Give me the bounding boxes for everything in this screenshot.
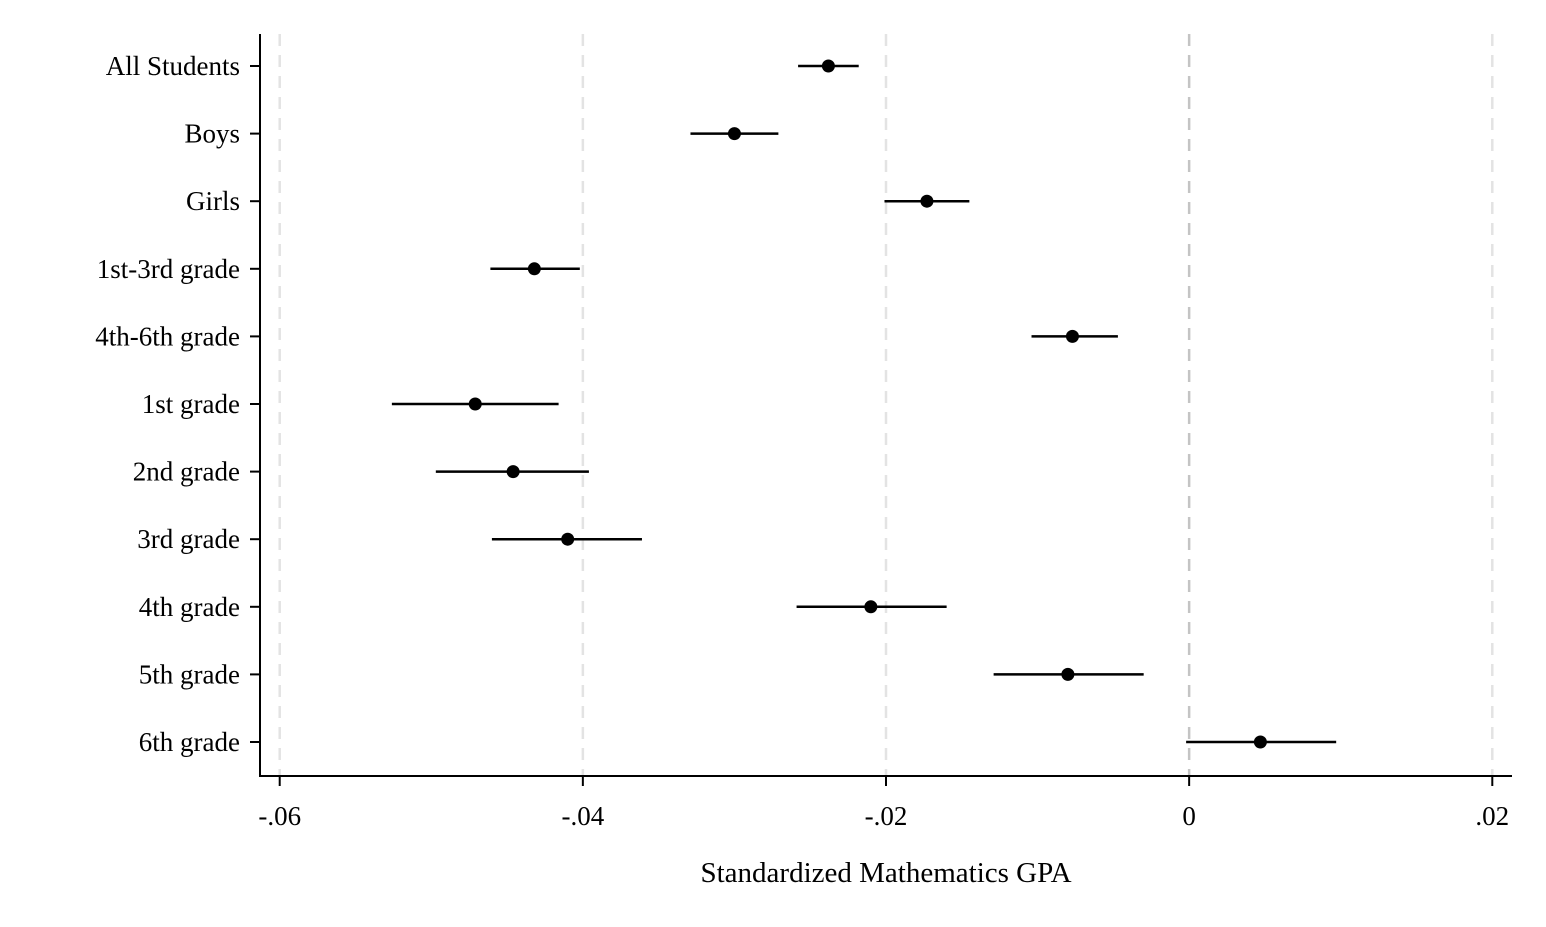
estimate-point-0 [821,59,835,73]
category-label-2: Girls [186,186,240,216]
estimate-point-6 [506,465,520,479]
x-axis-title: Standardized Mathematics GPA [700,857,1071,889]
category-label-4: 4th-6th grade [95,321,240,351]
estimate-point-4 [1065,329,1079,343]
x-tick-label-3: 0 [1182,801,1196,831]
estimate-point-7 [561,532,575,546]
estimate-point-9 [1061,667,1075,681]
estimate-point-2 [920,194,934,208]
x-tick-label-1: -.04 [561,801,604,831]
category-labels: All Students Boys Girls 1st-3rd grade 4th-6t… [95,51,260,757]
category-label-5: 1st grade [142,389,240,419]
category-label-9: 5th grade [139,659,240,689]
category-label-1: Boys [184,119,240,149]
estimates-with-ci [391,59,1337,749]
category-label-7: 3rd grade [137,524,240,554]
x-tick-labels: -.06 -.04 -.02 0 .02 [258,776,1509,831]
x-tick-label-0: -.06 [258,801,301,831]
estimate-point-3 [527,262,541,276]
category-label-6: 2nd grade [133,457,240,487]
category-label-3: 1st-3rd grade [97,254,240,284]
estimate-point-5 [468,397,482,411]
x-tick-label-4: .02 [1475,801,1509,831]
estimate-point-8 [864,600,878,614]
grid-lines [278,34,1494,776]
category-label-0: All Students [106,51,240,81]
category-label-8: 4th grade [139,592,240,622]
estimate-point-1 [727,127,741,141]
x-tick-label-2: -.02 [865,801,908,831]
estimate-point-10 [1253,735,1267,749]
category-label-10: 6th grade [139,727,240,757]
